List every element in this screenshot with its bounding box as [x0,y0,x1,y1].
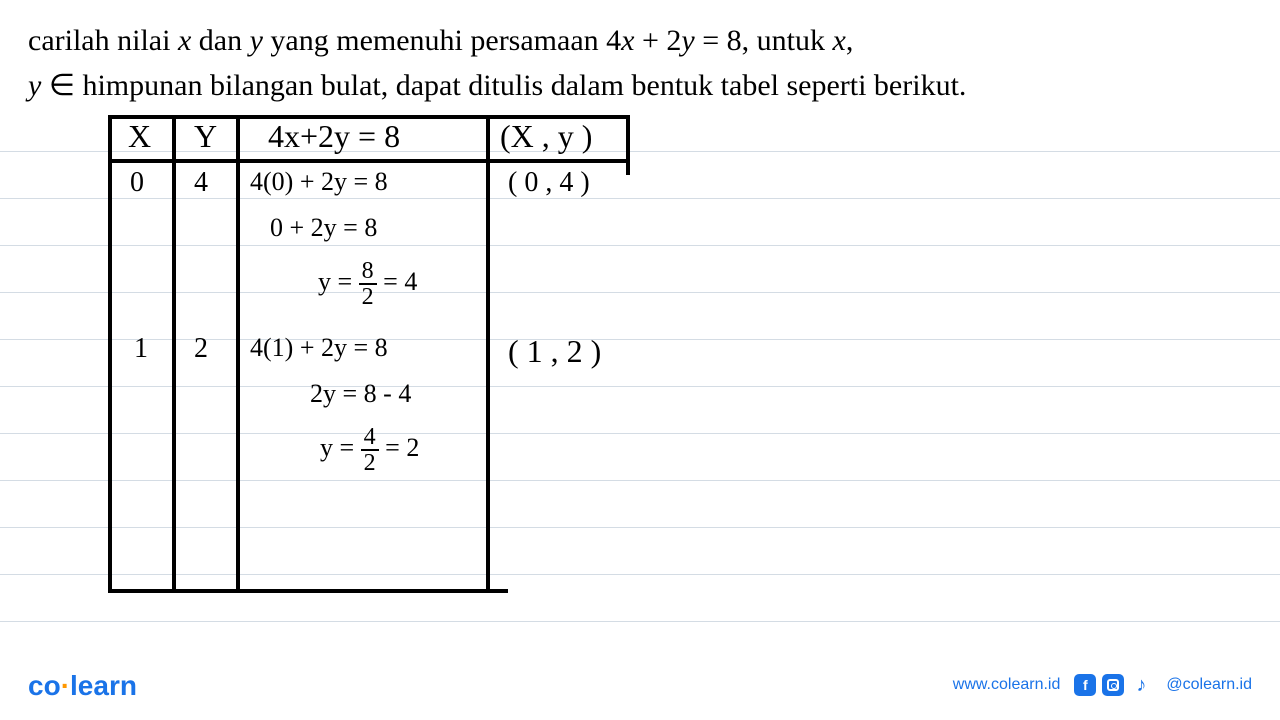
table-header-divider [108,159,626,163]
row2-xy: ( 1 , 2 ) [508,333,601,370]
footer-right: www.colearn.id f ♪ @colearn.id [953,674,1252,696]
row1-y: 4 [194,167,208,199]
text: + 2 [634,24,681,57]
text: carilah nilai [28,24,178,57]
header-xy: (X , y ) [500,118,592,155]
text: y = [320,433,361,462]
row2-work-2: 2y = 8 - 4 [310,379,411,409]
row2-work-1: 4(1) + 2y = 8 [250,333,388,363]
row1-work-2: 0 + 2y = 8 [270,213,377,243]
var-y: y [681,24,694,57]
row2-x: 1 [134,333,148,365]
logo-dot: · [61,670,70,701]
colearn-logo: co·learn [28,670,137,702]
text: = 8, untuk [695,24,833,57]
footer-url: www.colearn.id [953,676,1061,694]
header-eq: 4x+2y = 8 [268,118,400,155]
instagram-glyph [1107,679,1119,691]
fraction: 82 [359,259,377,309]
text: , [846,24,854,57]
tiktok-icon: ♪ [1130,674,1152,696]
social-icons: f ♪ [1074,674,1152,696]
table-vline [486,115,490,593]
row1-x: 0 [130,167,144,199]
row1-work-1: 4(0) + 2y = 8 [250,167,388,197]
header-x: X [128,118,151,155]
row1-work-3: y = 82 = 4 [318,259,417,309]
numerator: 8 [359,259,377,285]
table-vline [172,115,176,593]
table-vline [108,115,112,593]
text: = 2 [379,433,420,462]
denominator: 2 [361,451,379,475]
footer: co·learn www.colearn.id f ♪ @colearn.id [0,662,1280,702]
var-y: y [28,69,41,102]
logo-learn: learn [70,670,137,701]
text: y = [318,267,359,296]
var-x: x [178,24,191,57]
var-x: x [832,24,845,57]
header-y: Y [194,118,217,155]
text: = 4 [377,267,418,296]
var-x: x [621,24,634,57]
numerator: 4 [361,425,379,451]
facebook-icon: f [1074,674,1096,696]
instagram-icon [1102,674,1124,696]
lined-paper-background [0,105,1280,660]
problem-statement: carilah nilai x dan y yang memenuhi pers… [28,18,1252,108]
denominator: 2 [359,285,377,309]
text: yang memenuhi persamaan 4 [263,24,621,57]
table-vline [626,115,630,175]
table-vline [236,115,240,593]
text: dan [191,24,249,57]
tiktok-glyph: ♪ [1136,674,1146,697]
footer-handle: @colearn.id [1166,676,1252,694]
table-border-bottom [108,589,508,593]
row2-work-3: y = 42 = 2 [320,425,419,475]
text: ∈ himpunan bilangan bulat, dapat ditulis… [41,69,966,102]
var-y: y [250,24,263,57]
row2-y: 2 [194,333,208,365]
logo-co: co [28,670,61,701]
row1-xy: ( 0 , 4 ) [508,167,590,199]
fb-letter: f [1083,677,1088,693]
fraction: 42 [361,425,379,475]
